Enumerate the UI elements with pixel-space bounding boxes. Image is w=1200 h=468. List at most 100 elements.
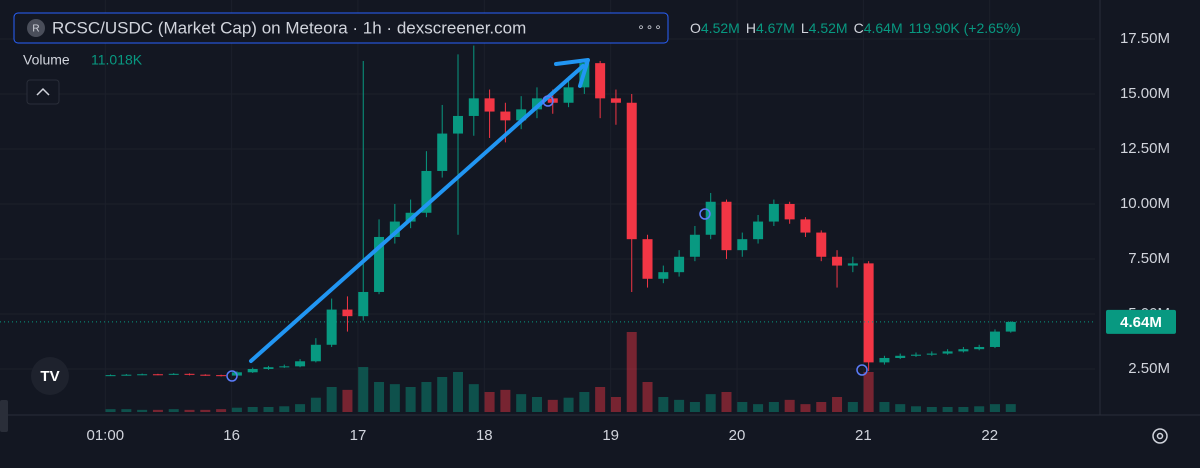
ohlc-key: C: [854, 20, 864, 36]
volume-bar: [326, 387, 337, 412]
last-price-box: [1106, 309, 1176, 334]
ohlc-value: 4.64M: [864, 20, 903, 36]
x-tick-label: 21: [855, 427, 872, 444]
candle-body: [658, 272, 669, 279]
candle-body: [310, 344, 321, 362]
volume-bar: [689, 402, 700, 412]
x-tick-label: 17: [350, 427, 367, 444]
y-tick-label: 7.50M: [1128, 250, 1170, 267]
y-tick-label: 17.50M: [1120, 30, 1170, 47]
candle-body: [453, 115, 464, 134]
volume-bar: [879, 402, 890, 412]
volume-bar: [437, 377, 448, 412]
volume-bar: [642, 382, 653, 412]
candle-body: [563, 87, 574, 103]
candle-body: [721, 201, 732, 251]
candle-body: [216, 375, 227, 377]
candle-body: [911, 354, 922, 356]
candle-body: [247, 368, 258, 373]
candle-body: [753, 221, 764, 240]
ohlc-legend: O4.52M H4.67M L4.52M C4.64M 119.90K (+2.65%): [690, 20, 1021, 36]
last-price-label: 4.64M: [1120, 314, 1162, 331]
marker: [226, 370, 238, 382]
volume-bar: [216, 409, 227, 412]
x-tick-label: 01:00: [87, 427, 125, 444]
candle-body: [610, 98, 621, 103]
y-tick-label: 12.50M: [1120, 140, 1170, 157]
candle-body: [800, 219, 811, 233]
volume-bar: [231, 407, 242, 412]
sidebar-tab[interactable]: [0, 400, 8, 432]
volume-bar: [453, 372, 464, 412]
candle-body: [626, 102, 637, 240]
candle-body: [942, 351, 953, 354]
candle-body: [832, 256, 843, 266]
volume-bar: [484, 392, 495, 412]
marker: [699, 208, 711, 220]
candle-body: [847, 263, 858, 266]
candle-body: [705, 201, 716, 235]
y-tick-label: 15.00M: [1120, 85, 1170, 102]
volume-bar: [610, 397, 621, 412]
volume-bar: [310, 397, 321, 412]
volume-bar: [705, 394, 716, 412]
volume-bar: [405, 387, 416, 412]
volume-bar: [563, 397, 574, 412]
candle-body: [689, 234, 700, 257]
candle-body: [263, 367, 274, 369]
x-tick-label: 20: [729, 427, 746, 444]
volume-bar: [200, 409, 211, 412]
volume-bar: [389, 384, 400, 412]
volume-label: Volume: [23, 52, 70, 68]
x-tick-label: 22: [981, 427, 998, 444]
candle-body: [500, 111, 511, 121]
candle-body: [358, 291, 369, 317]
volume-bar: [184, 409, 195, 412]
volume-bar: [342, 389, 353, 412]
more-button[interactable]: ∘∘∘: [637, 20, 663, 34]
marker: [542, 95, 554, 107]
candle-body: [168, 373, 179, 375]
title-pill[interactable]: [13, 12, 669, 44]
y-tick-label: 10.00M: [1120, 195, 1170, 212]
tradingview-logo[interactable]: [31, 357, 69, 395]
volume-bar: [658, 397, 669, 412]
collapse-button[interactable]: [26, 79, 60, 105]
candle-body: [958, 349, 969, 352]
volume-value: 11.018K: [91, 52, 143, 68]
candle-body: [484, 98, 495, 112]
candle-body: [816, 232, 827, 257]
candle-body: [926, 353, 937, 355]
volume-bar: [721, 392, 732, 412]
volume-bar: [579, 392, 590, 412]
candle-body: [531, 98, 542, 110]
volume-bar: [863, 372, 874, 412]
volume-bar: [105, 409, 116, 412]
candle-body: [895, 355, 906, 358]
candle-body: [674, 256, 685, 273]
volume-bar: [926, 407, 937, 412]
volume-bar: [531, 397, 542, 412]
volume-bar: [121, 409, 132, 412]
candle-body: [768, 203, 779, 222]
volume-bar: [263, 407, 274, 412]
ohlc-value: 4.52M: [701, 20, 740, 36]
candle-body: [152, 374, 163, 376]
candle-body: [437, 133, 448, 171]
volume-bar: [168, 409, 179, 412]
candle-body: [279, 366, 290, 368]
chart-title: RCSC/USDC (Market Cap) on Meteora · 1h ·…: [52, 18, 526, 37]
volume-bar: [500, 389, 511, 412]
volume-bar: [279, 406, 290, 412]
x-tick-label: 16: [223, 427, 240, 444]
candle-body: [326, 309, 337, 345]
settings-button[interactable]: [1152, 428, 1168, 444]
candle-body: [642, 239, 653, 279]
candle-body: [595, 63, 606, 99]
candle-body: [342, 309, 353, 317]
volume-bar: [516, 394, 527, 412]
token-icon: [27, 19, 45, 37]
candle-body: [516, 109, 527, 121]
ohlc-change: 119.90K (+2.65%): [909, 20, 1021, 36]
